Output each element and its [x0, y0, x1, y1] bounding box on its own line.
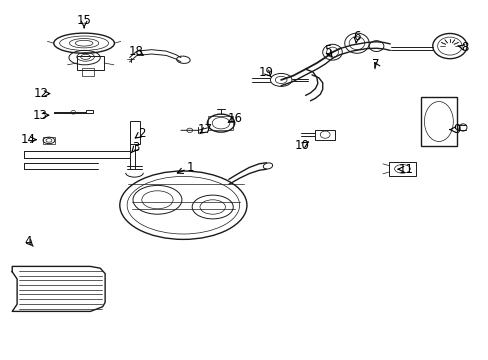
Ellipse shape [432, 33, 466, 59]
Text: 4: 4 [24, 235, 32, 248]
Bar [420, 97, 456, 146]
Bar [315, 130, 334, 140]
Text: 18: 18 [128, 45, 143, 58]
Text: 10: 10 [294, 139, 309, 152]
Bar [82, 68, 94, 76]
Bar [77, 56, 104, 70]
Polygon shape [54, 110, 93, 113]
Text: 16: 16 [227, 112, 242, 125]
Bar [27, 275, 83, 302]
Text: 15: 15 [77, 14, 91, 27]
Text: 3: 3 [132, 141, 140, 154]
Text: 5: 5 [323, 44, 331, 57]
Text: 8: 8 [460, 41, 468, 54]
Text: 11: 11 [398, 163, 412, 176]
Bar [388, 162, 415, 176]
Bar [43, 137, 55, 144]
Text: 13: 13 [33, 109, 47, 122]
Bar [207, 116, 233, 130]
Text: 19: 19 [259, 66, 273, 78]
Ellipse shape [207, 114, 234, 132]
Bar [129, 121, 140, 144]
Text: 12: 12 [34, 87, 49, 100]
Ellipse shape [54, 33, 114, 53]
Text: 17: 17 [198, 123, 212, 136]
Text: 7: 7 [371, 58, 379, 71]
Text: 1: 1 [186, 161, 194, 174]
Ellipse shape [120, 171, 246, 239]
Text: 6: 6 [352, 30, 360, 42]
Text: 9: 9 [452, 123, 460, 136]
Text: 14: 14 [21, 133, 36, 146]
Polygon shape [12, 266, 105, 311]
Text: 2: 2 [138, 127, 145, 140]
